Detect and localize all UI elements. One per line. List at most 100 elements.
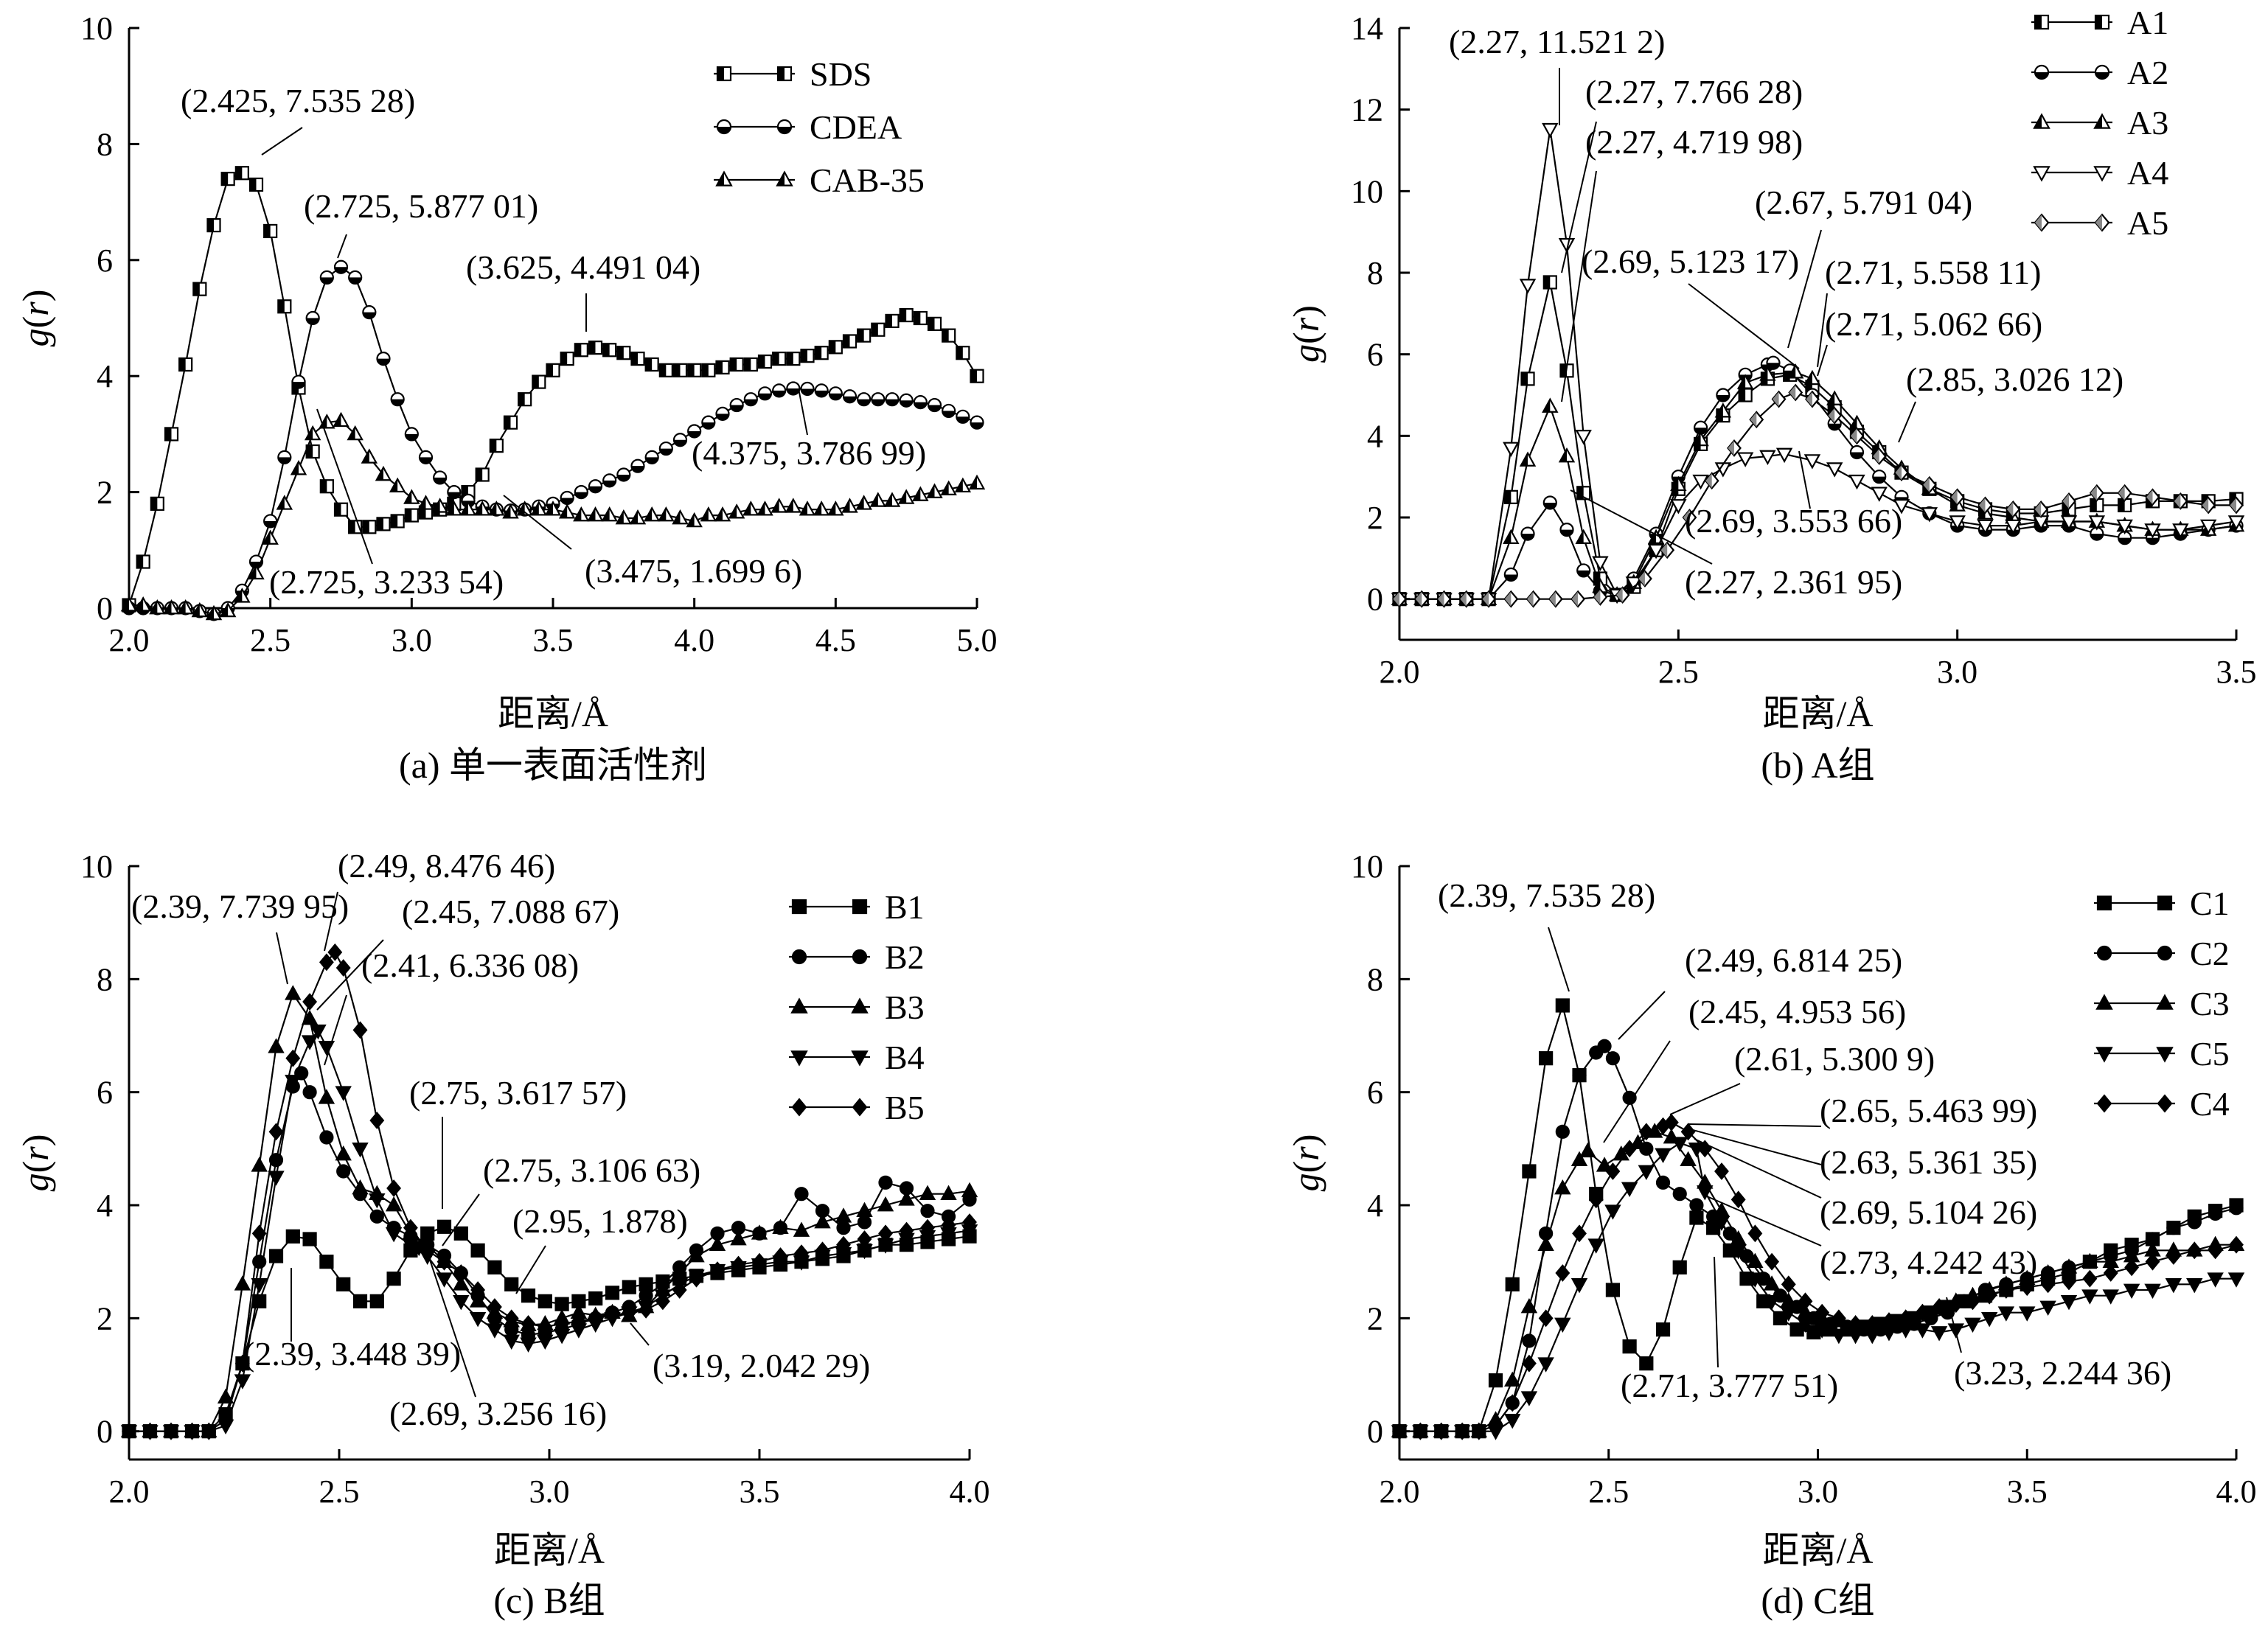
panel-a-point-SDS-half xyxy=(420,506,426,519)
panel-b-point-A5-half xyxy=(2118,485,2125,501)
panel-d-point-C1 xyxy=(1522,1164,1537,1179)
panel-c-ytick-label: 0 xyxy=(97,1414,113,1450)
panel-c-point-B3 xyxy=(835,1207,852,1223)
panel-c-legend-marker-B1 xyxy=(852,899,868,915)
panel-b-point-A1-half xyxy=(1504,490,1512,503)
panel-d-annotation-label: (2.65, 5.463 99) xyxy=(1820,1092,2037,1129)
panel-d-point-C1 xyxy=(1672,1260,1687,1274)
panel-b-legend-marker-A2-half xyxy=(2035,72,2048,79)
panel-b-legend-marker-A4 xyxy=(2033,166,2050,182)
panel-b-point-A4 xyxy=(1977,519,1994,535)
panel-d-point-C5 xyxy=(1638,1165,1655,1181)
panel-b-point-A5-half xyxy=(1683,509,1690,526)
panel-c-point-B5 xyxy=(268,1123,284,1141)
panel-d-point-C4 xyxy=(2229,1235,2244,1254)
panel-c-point-B3 xyxy=(385,1196,403,1212)
panel-a-point-SDS-half xyxy=(193,282,200,296)
panel-c-point-B1 xyxy=(386,1272,401,1286)
panel-c-point-B1 xyxy=(554,1297,569,1311)
panel-a-caption: (a) 单一表面活性剂 xyxy=(399,744,707,786)
panel-c-point-B3 xyxy=(709,1235,726,1251)
panel-d-point-C4 xyxy=(2208,1241,2223,1260)
panel-d-point-C5 xyxy=(1813,1323,1831,1339)
panel-b-legend-marker-A1-half xyxy=(2095,15,2102,29)
panel-a-point-CDEA-half xyxy=(560,498,574,504)
panel-c-point-B5 xyxy=(655,1292,670,1311)
panel-b-point-A3-half xyxy=(1671,477,1679,490)
panel-b-point-A1-half xyxy=(1806,380,1812,394)
panel-a-ytick-label: 6 xyxy=(97,243,113,279)
panel-a-point-CDEA-half xyxy=(730,405,743,412)
panel-d-point-C5 xyxy=(2144,1283,2161,1300)
panel-c-point-B1 xyxy=(285,1229,300,1244)
panel-a-point-CAB-35-half xyxy=(164,601,172,614)
panel-b-annotation-leader xyxy=(1817,344,1828,377)
panel-a-point-CAB-35-half xyxy=(192,604,200,617)
panel-d-legend-marker-C5 xyxy=(2095,1047,2113,1063)
panel-b-annotation-leader xyxy=(1898,401,1916,443)
panel-b-point-A2-half xyxy=(1504,574,1517,581)
panel-a-point-CAB-35-half xyxy=(885,493,892,506)
panel-d-point-C4 xyxy=(1538,1309,1554,1328)
panel-d: 2.0 2.5 3.0 3.5 4.0 0 2 4 6 8 10 g(r) 距离/Å (d) C组 C1 C2… xyxy=(1285,848,2257,1621)
panel-c-point-B4 xyxy=(335,1086,352,1101)
panel-d-xtick-label: 3.0 xyxy=(1798,1474,1838,1510)
panel-d-point-C2 xyxy=(2229,1201,2244,1216)
panel-a-point-SDS-half xyxy=(136,555,144,568)
panel-b-point-A3-half xyxy=(1503,530,1512,543)
panel-b-legend-marker-A4 xyxy=(2093,166,2111,182)
panel-d-annotation-label: (2.39, 7.535 28) xyxy=(1438,876,1655,914)
panel-a-point-SDS-half xyxy=(589,341,596,355)
panel-d-annotation-leader xyxy=(1701,1193,1822,1246)
panel-b-point-A5-half xyxy=(1549,591,1556,607)
panel-b-ylabel-var: r xyxy=(1285,317,1326,332)
panel-b-annotation-label: (2.71, 5.062 66) xyxy=(1825,305,2042,343)
panel-c-point-B4 xyxy=(436,1272,453,1288)
panel-a-point-SDS-half xyxy=(278,300,285,313)
panel-c-point-B4 xyxy=(537,1334,554,1350)
panel-c-point-B5 xyxy=(731,1255,746,1274)
panel-b-point-A4 xyxy=(1803,454,1821,470)
panel-a-point-CAB-35-half xyxy=(729,505,737,518)
panel-a-point-CAB-35-half xyxy=(942,481,949,495)
panel-a-legend-marker-CAB-35-half xyxy=(777,172,785,186)
panel-d-point-C4 xyxy=(1898,1309,1913,1328)
panel-d-point-C5 xyxy=(1997,1306,2015,1322)
panel-a-point-SDS-half xyxy=(900,309,907,322)
panel-d-annotation-label: (2.71, 3.777 51) xyxy=(1621,1367,1838,1404)
panel-a-point-CDEA-half xyxy=(956,416,970,423)
panel-a-point-SDS-half xyxy=(659,363,667,377)
panel-c: 2.0 2.5 3.0 3.5 4.0 0 2 4 6 8 10 g(r) 距离/Å (c) B组 B1 B2… xyxy=(15,847,990,1621)
panel-a-annotation-label: (4.375, 3.786 99) xyxy=(692,434,926,472)
panel-a-point-CAB-35-half xyxy=(616,511,624,524)
panel-c-caption: (c) B组 xyxy=(493,1580,605,1621)
panel-a-point-CAB-35-half xyxy=(658,508,667,521)
panel-b-point-A2-half xyxy=(1521,534,1534,540)
panel-c-point-B5 xyxy=(352,1021,368,1039)
panel-c-point-B4 xyxy=(520,1337,537,1353)
panel-b-ylabel-close: ) xyxy=(1285,305,1326,318)
panel-d-point-C4 xyxy=(1588,1190,1604,1209)
panel-c-point-B2 xyxy=(336,1164,351,1179)
panel-d-point-C5 xyxy=(1697,1185,1714,1201)
panel-d-point-C3 xyxy=(1554,1179,1571,1195)
panel-d-point-C1 xyxy=(1555,998,1570,1013)
panel-d-point-C5 xyxy=(2123,1283,2140,1300)
panel-a-legend-label-CAB-35: CAB-35 xyxy=(810,161,925,199)
panel-b-point-A4 xyxy=(2227,515,2245,531)
panel-c-point-B5 xyxy=(234,1354,250,1373)
panel-a-point-CDEA-half xyxy=(617,474,630,481)
panel-a-point-CAB-35-half xyxy=(461,502,468,515)
panel-b-point-A3-half xyxy=(2201,522,2209,535)
panel-b-legend-marker-A1-half xyxy=(2035,15,2042,29)
panel-c-annotation-leader xyxy=(324,994,347,1066)
panel-c-annotation-label: (2.49, 8.476 46) xyxy=(338,847,555,885)
panel-c-point-B3 xyxy=(301,1009,319,1025)
panel-d-legend-marker-C1 xyxy=(2157,895,2173,911)
panel-a-annotation-leader xyxy=(798,388,808,436)
panel-d-point-C5 xyxy=(2081,1289,2098,1305)
panel-c-point-B3 xyxy=(751,1224,768,1240)
panel-a-point-CAB-35-half xyxy=(178,601,186,614)
panel-a-point-CAB-35-half xyxy=(913,487,921,501)
panel-a-point-CDEA-half xyxy=(872,399,885,406)
